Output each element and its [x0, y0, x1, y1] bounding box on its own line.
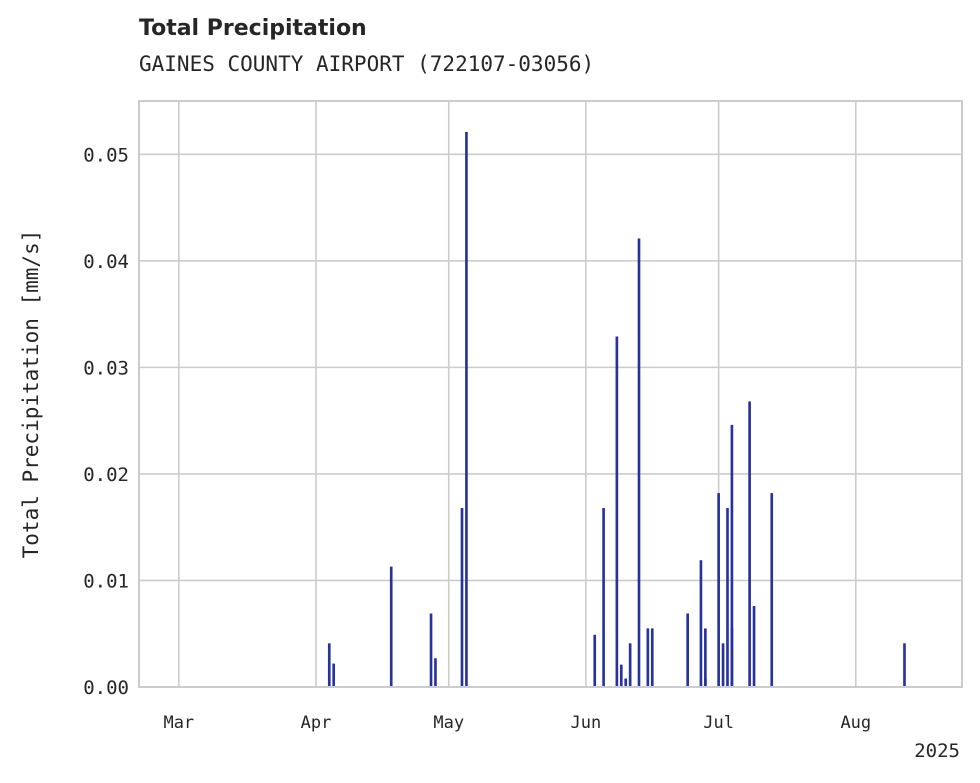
precipitation-bar: [332, 663, 336, 687]
y-tick-label: 0.04: [83, 251, 129, 273]
precipitation-bar: [726, 508, 729, 687]
y-tick-label: 0.03: [83, 357, 129, 379]
y-tick-label: 0.01: [83, 570, 129, 592]
precipitation-bar: [704, 678, 707, 687]
x-tick-label: Mar: [163, 713, 194, 733]
x-tick-label: Aug: [840, 713, 871, 733]
precipitation-bar: [465, 131, 468, 687]
x-tick-label: Jul: [703, 713, 734, 733]
precipitation-bar: [748, 401, 751, 687]
precipitation-bar: [686, 613, 689, 687]
precipitation-bar: [624, 678, 628, 687]
precipitation-bar: [602, 508, 605, 687]
precipitation-bar: [770, 493, 774, 687]
grid-layer: [139, 101, 962, 688]
x-offset-label: 2025: [914, 740, 960, 762]
precipitation-bar: [389, 566, 393, 687]
precipitation-bar: [615, 336, 619, 687]
precipitation-bar: [699, 560, 703, 687]
x-tick-label: May: [433, 713, 464, 733]
precipitation-bar: [721, 643, 725, 687]
plot-frame: [138, 100, 963, 688]
precipitation-bar: [730, 424, 734, 687]
precipitation-bar: [646, 628, 650, 687]
ticks-layer: 0.00 0.01 0.02 0.03 0.04 0.05 Mar Apr May Jun Jul A…: [83, 144, 871, 733]
precipitation-bar: [593, 634, 597, 687]
precipitation-bar: [460, 508, 464, 687]
precipitation-bar: [903, 643, 906, 687]
chart-title: Total Precipitation: [139, 16, 367, 41]
precipitation-bar: [434, 658, 437, 687]
y-tick-label: 0.02: [83, 464, 129, 486]
y-axis-label: Total Precipitation [mm/s]: [19, 230, 43, 559]
precipitation-bar: [637, 238, 641, 687]
precipitation-bar: [650, 628, 654, 687]
precipitation-bar: [717, 493, 720, 687]
precipitation-bar: [730, 628, 734, 687]
bars-layer: [327, 131, 906, 687]
precipitation-bar: [752, 606, 756, 687]
precipitation-bar: [619, 664, 623, 687]
y-tick-label: 0.00: [83, 677, 129, 699]
x-tick-label: Jun: [571, 713, 602, 733]
y-tick-label: 0.05: [83, 144, 129, 166]
precipitation-bar: [429, 613, 433, 687]
precipitation-bar: [628, 643, 632, 687]
chart-subtitle: GAINES COUNTY AIRPORT (722107-03056): [139, 52, 595, 76]
precipitation-bar: [704, 628, 707, 687]
x-tick-label: Apr: [301, 713, 332, 733]
precipitation-bar: [327, 643, 331, 687]
